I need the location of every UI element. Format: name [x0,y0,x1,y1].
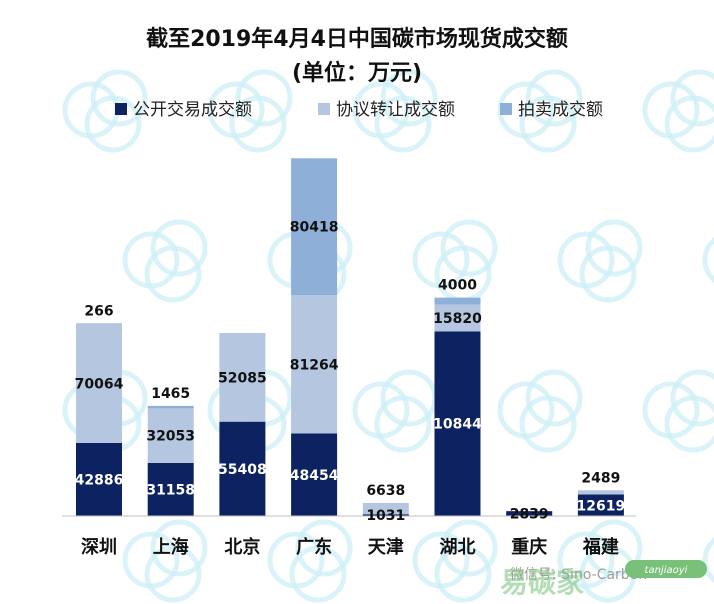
category-label: 重庆 [511,536,547,558]
watermark-ring [440,219,498,277]
watermark-ring [664,395,714,453]
watermark-ring [525,369,583,427]
bar-segment [291,158,338,296]
category-label: 湖北 [440,537,476,558]
category-label: 北京 [224,536,260,558]
data-label: 81264 [290,357,339,373]
category-label: 福建 [582,536,619,558]
watermark-ring [670,69,714,127]
data-label: 42886 [75,472,124,488]
chart-title: 截至2019年4月4日中国碳市场现货成交额 [146,26,568,52]
watermark-ring [702,237,714,283]
data-label: 32053 [146,429,195,445]
wechat-watermark: 微信号: Sino-Carbon [510,567,647,583]
bar-segment [147,405,194,409]
legend-label-public: 公开交易成交额 [133,100,252,120]
bar-segment [219,421,266,516]
data-label: 1465 [151,386,190,402]
bar-segment [147,408,194,463]
watermark-ring [380,69,438,127]
bar-segment [76,442,122,516]
watermark-ring [519,395,577,453]
watermark-ring [144,545,202,603]
watermark-ring [585,519,643,577]
watermark-ring [90,69,148,127]
category-label: 上海 [153,536,189,558]
chart-subtitle: (单位：万元) [292,60,422,86]
data-label: 266 [84,303,113,319]
logo-sub-text: tanjiaoyi [645,565,688,576]
watermark-ring [519,95,577,153]
watermark-ring [670,369,714,427]
watermark-ring [434,545,492,603]
watermark-ring [229,95,287,153]
bar-segment [362,514,409,516]
bar-segment [434,304,481,332]
value-labels: 42886 70064 266 31158 32053 1465 55408 52085 484… [75,220,626,524]
category-label: 天津 [368,536,404,558]
bar-group [76,158,624,516]
watermark-ring [84,95,142,153]
wechat-id-text: 微信号: Sino-Carbon [510,567,647,583]
legend-swatch-public [115,103,127,115]
category-label: 广东 [296,536,332,558]
data-label: 80418 [290,220,339,236]
watermark-ring [525,69,583,127]
data-label: 2489 [581,470,620,486]
legend-swatch-agreement [318,103,330,115]
data-label: 4000 [438,278,477,294]
watermark-ring [144,245,202,303]
bar-segment [434,331,481,516]
data-label: 52085 [218,370,267,386]
bar-segment [362,502,409,515]
bar-segment [291,295,338,434]
watermark-ring [579,245,637,303]
bar-segment [577,490,624,495]
watermark-ring [150,219,208,277]
bar-segment [291,433,338,516]
data-label: 6638 [366,483,405,499]
logo-text: 易碳家 [500,566,584,599]
watermark-ring [374,95,432,153]
bar-segment [219,333,266,422]
data-label: 31158 [146,482,195,498]
data-label: 12619 [577,498,626,514]
data-label: 48454 [290,468,339,484]
bar-segment [506,511,553,516]
watermark-ring [440,519,498,577]
watermark-ring [664,95,714,153]
watermark-ring [295,519,353,577]
chart-legend: 公开交易成交额 协议转让成交额 拍卖成交额 [115,100,603,120]
bar-segment [147,462,194,516]
data-label: 70064 [75,376,124,392]
category-labels: 深圳 上海 北京 广东 天津 湖北 重庆 福建 [81,536,619,558]
watermark-ring [374,395,432,453]
legend-label-agreement: 协议转让成交额 [336,100,455,120]
legend-label-auction: 拍卖成交额 [518,100,603,120]
data-label: 55408 [218,462,267,478]
brand-logo: tanjiaoyi 易碳家 [500,560,707,599]
bar-segment [577,494,624,516]
logo-badge [625,560,707,578]
data-label: 10844 [433,417,482,433]
watermark-ring [702,537,714,583]
watermark-ring [150,519,208,577]
watermark-ring [585,219,643,277]
data-label: 2839 [510,507,549,523]
bar-segment [434,297,481,305]
watermark-ring [289,545,347,603]
bar-segment [76,323,122,443]
data-label: 15820 [433,311,482,327]
watermark-ring [235,69,293,127]
data-label: 1031 [366,508,405,524]
legend-swatch-auction [500,103,512,115]
category-label: 深圳 [81,536,117,558]
